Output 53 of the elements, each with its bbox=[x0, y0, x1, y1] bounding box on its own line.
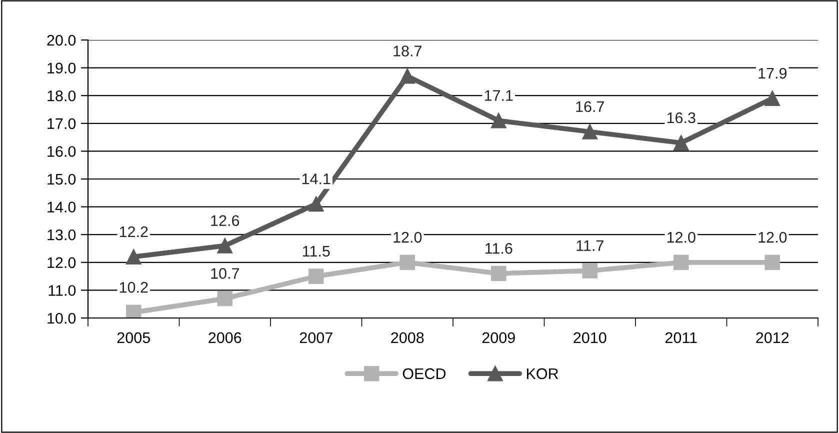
point bbox=[217, 238, 233, 254]
point bbox=[764, 90, 780, 106]
point bbox=[673, 254, 689, 270]
data-label: 18.7 bbox=[394, 46, 422, 56]
data-label: 11.7 bbox=[576, 240, 604, 251]
legend-label: KOR bbox=[526, 368, 558, 380]
data-label: 11.5 bbox=[302, 246, 330, 257]
x-tick-label: 2010 bbox=[574, 332, 606, 344]
point bbox=[582, 263, 598, 278]
data-label: 17.9 bbox=[758, 68, 787, 79]
y-tick-label: 16.0 bbox=[48, 146, 76, 157]
data-label: 12.0 bbox=[667, 232, 696, 243]
x-tick-label: 2009 bbox=[482, 332, 515, 344]
x-tick-label: 2012 bbox=[756, 332, 789, 344]
point bbox=[308, 196, 324, 212]
point bbox=[126, 304, 142, 318]
y-tick-label: 11.0 bbox=[48, 285, 76, 296]
point bbox=[400, 254, 416, 270]
data-label: 16.7 bbox=[576, 101, 604, 112]
point bbox=[308, 268, 324, 284]
data-label: 14.1 bbox=[302, 174, 330, 184]
y-tick-label: 20.0 bbox=[47, 34, 76, 46]
y-tick-label: 18.0 bbox=[48, 90, 76, 102]
data-label: 12.0 bbox=[394, 232, 422, 243]
y-tick-label: 15.0 bbox=[48, 174, 76, 185]
point bbox=[490, 112, 506, 128]
y-tick-label: 12.0 bbox=[48, 257, 76, 268]
point bbox=[126, 249, 142, 264]
point bbox=[217, 290, 233, 306]
x-tick-label: 2005 bbox=[117, 332, 150, 344]
point bbox=[673, 135, 689, 150]
data-label: 12.6 bbox=[211, 215, 240, 226]
y-tick-label: 13.0 bbox=[48, 229, 76, 240]
point bbox=[490, 266, 506, 282]
x-tick-label: 2011 bbox=[665, 332, 697, 344]
point bbox=[400, 68, 416, 84]
data-label: 16.3 bbox=[667, 112, 696, 124]
data-label: 12.2 bbox=[120, 226, 148, 238]
y-tick-label: 14.0 bbox=[48, 202, 76, 212]
data-label: 11.6 bbox=[485, 243, 512, 254]
data-label: 17.1 bbox=[484, 90, 513, 101]
data-label: 10.2 bbox=[120, 282, 148, 293]
data-label: 12.0 bbox=[758, 232, 787, 243]
point bbox=[764, 254, 780, 270]
x-tick-label: 2006 bbox=[208, 332, 242, 344]
data-label: 10.7 bbox=[211, 268, 239, 279]
legend-label: OECD bbox=[402, 368, 446, 380]
x-tick-label: 2008 bbox=[391, 332, 424, 344]
y-tick-label: 17.0 bbox=[48, 118, 76, 130]
point bbox=[582, 124, 598, 140]
y-tick-label: 10.0 bbox=[48, 312, 76, 324]
x-tick-label: 2007 bbox=[300, 332, 332, 344]
y-tick-label: 19.0 bbox=[48, 62, 76, 74]
